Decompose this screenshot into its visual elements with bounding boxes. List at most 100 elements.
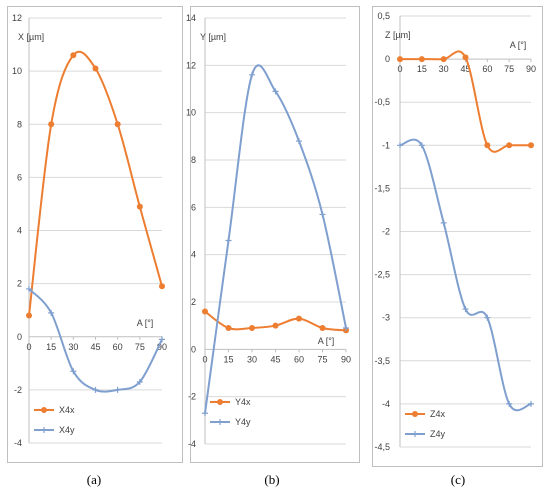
- panel-0-point-X4y: [136, 378, 143, 385]
- panel-2-point-Z4y: [506, 400, 513, 407]
- panel-0-point-X4y: [26, 285, 32, 292]
- panel-2-point-Z4y: [397, 142, 403, 149]
- caption-b: (b): [264, 472, 280, 487]
- panel-0-y-tick-label: -2: [14, 385, 22, 395]
- panel-2-x-axis-label: A [°]: [510, 40, 527, 50]
- panel-2-y-tick-label: -0,5: [374, 97, 390, 107]
- panel-0-x-tick-label: 75: [135, 342, 145, 352]
- panel-2-legend-label-Z4y: Z4y: [430, 429, 446, 439]
- panel-1-point-Y4x: [202, 308, 208, 315]
- panel-2-point-Z4x: [418, 56, 425, 63]
- panel-2-legend-label-Z4x: Z4x: [430, 409, 446, 419]
- panel-0-point-X4y: [92, 386, 99, 393]
- panel-1-y-tick-label: 6: [191, 202, 196, 212]
- panel-2-x-tick-label: 75: [504, 64, 514, 74]
- panel-0-point-X4x: [48, 121, 55, 128]
- panel-1-point-Y4y: [225, 237, 232, 244]
- panel-0-y-tick-label: 0: [17, 332, 22, 342]
- panel-0-x-tick-label: 45: [90, 342, 100, 352]
- panel-2-x-tick-label: 45: [460, 64, 470, 74]
- panel-2-point-Z4x: [484, 142, 491, 149]
- panel-0-point-X4x: [114, 121, 121, 128]
- panel-b-frame: [190, 6, 360, 463]
- panel-0-x-tick-label: 15: [46, 342, 56, 352]
- panel-0-legend-marker-X4y: [41, 427, 47, 433]
- panel-1-y-tick-label: 8: [191, 155, 196, 165]
- panel-2-x-tick-label: 15: [417, 64, 427, 74]
- panel-0-point-X4x: [26, 312, 32, 319]
- panel-1-y-tick-label: 4: [191, 250, 196, 260]
- panel-1-legend-label-Y4y: Y4y: [235, 417, 251, 427]
- panel-1-point-Y4y: [272, 88, 279, 95]
- panel-2-y-tick-label: -2,5: [374, 270, 390, 280]
- panel-0-y-tick-label: 6: [17, 172, 22, 182]
- panel-2-y-axis-label: Z [µm]: [385, 30, 411, 40]
- panel-1-x-tick-label: 90: [341, 354, 351, 364]
- panel-1-y-tick-label: -4: [188, 439, 196, 449]
- panel-0-x-tick-label: 90: [157, 342, 167, 352]
- panel-2-y-tick-label: -1,5: [374, 183, 390, 193]
- panel-2-point-Z4y: [484, 314, 491, 321]
- panel-1-point-Y4y: [319, 211, 326, 218]
- panel-2-legend-marker-Z4x: [412, 411, 418, 417]
- caption-c: (c): [450, 472, 466, 487]
- panel-1-point-Y4x: [296, 315, 302, 322]
- panel-2-point-Z4x: [528, 142, 534, 149]
- panel-0-point-X4y: [114, 386, 121, 393]
- panel-1-x-tick-label: 30: [247, 354, 257, 364]
- panel-0-y-tick-label: 2: [17, 279, 22, 289]
- panel-0-x-axis-label: A [°]: [137, 318, 154, 328]
- panel-0-series-line-X4y: [28, 288, 163, 393]
- panel-1-y-tick-label: 2: [191, 297, 196, 307]
- panel-1-point-Y4y: [343, 325, 349, 332]
- panel-1-y-tick-label: 0: [191, 344, 196, 354]
- panel-0-y-tick-label: -4: [14, 438, 22, 448]
- panel-0-x-tick-label: 60: [113, 342, 123, 352]
- panel-2-point-Z4y: [462, 306, 469, 313]
- panel-2-point-Z4x: [440, 56, 447, 63]
- caption-a: (a): [86, 472, 102, 487]
- panel-0-point-X4y: [159, 336, 165, 343]
- panel-0-y-tick-label: 4: [17, 226, 22, 236]
- panel-0-x-tick-label: 0: [26, 342, 31, 352]
- panel-2-y-tick-label: -4: [382, 399, 390, 409]
- panel-2-y-tick-label: -3,5: [374, 356, 390, 366]
- panel-1-point-Y4y: [202, 410, 208, 417]
- panel-1-y-axis-label: Y [µm]: [200, 32, 226, 42]
- panel-1-x-tick-label: 0: [202, 354, 207, 364]
- panel-1-point-Y4y: [296, 138, 302, 145]
- panel-0-y-tick-label: 10: [12, 66, 22, 76]
- panel-0-y-axis-label: X [µm]: [18, 32, 44, 42]
- panel-1-legend-label-Y4x: Y4x: [235, 397, 251, 407]
- panel-2-y-tick-label: -3: [382, 313, 390, 323]
- panel-1-y-tick-label: 10: [186, 108, 196, 118]
- panel-0-point-X4x: [136, 203, 143, 210]
- panel-2-point-Z4y: [440, 219, 447, 226]
- panel-a-frame: [7, 6, 183, 463]
- panel-0-point-X4x: [92, 65, 99, 72]
- panel-2-point-Z4x: [397, 56, 403, 63]
- panel-2-point-Z4x: [462, 54, 469, 61]
- panel-0-point-X4y: [70, 368, 77, 375]
- panel-1-point-Y4x: [319, 325, 326, 332]
- panel-0-point-X4x: [70, 52, 77, 59]
- panel-0-y-tick-label: 12: [12, 13, 22, 23]
- panel-0-x-tick-label: 30: [68, 342, 78, 352]
- panel-1-point-Y4x: [225, 325, 232, 332]
- panel-0-series-line-X4x: [28, 50, 163, 316]
- panel-2-point-Z4x: [506, 142, 513, 149]
- panel-2-x-tick-label: 90: [526, 64, 536, 74]
- panel-0-y-tick-label: 8: [17, 119, 22, 129]
- panel-0-legend-label-X4y: X4y: [59, 425, 75, 435]
- panel-1-x-tick-label: 15: [223, 354, 233, 364]
- panel-1-y-tick-label: 12: [186, 60, 196, 70]
- panel-2-x-tick-label: 30: [439, 64, 449, 74]
- panel-1-legend-marker-Y4x: [217, 399, 223, 405]
- panel-2-y-tick-label: -1: [382, 140, 390, 150]
- panel-2-point-Z4y: [528, 400, 534, 407]
- panel-0-legend-marker-X4x: [41, 407, 47, 413]
- panel-1-legend-marker-Y4y: [217, 419, 223, 425]
- panel-1-x-axis-label: A [°]: [318, 336, 335, 346]
- panel-0-point-X4x: [159, 283, 165, 290]
